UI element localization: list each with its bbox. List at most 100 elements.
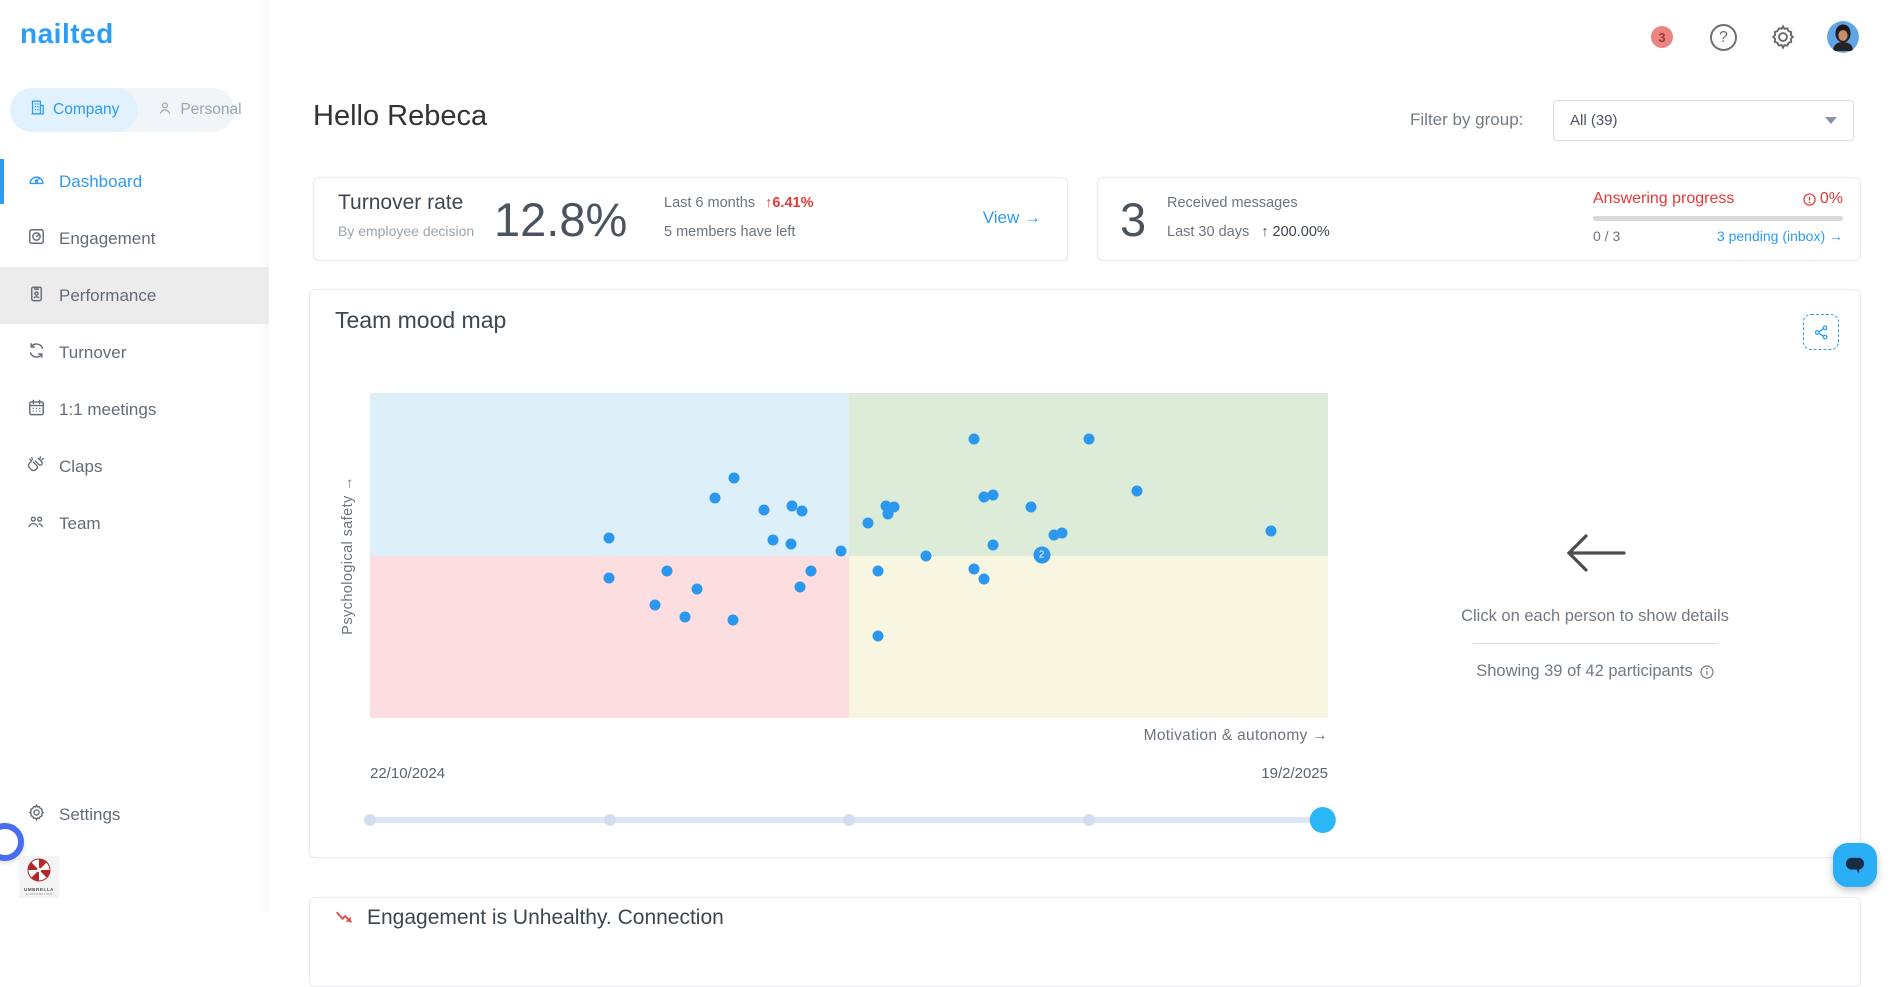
answering-progress-bar (1593, 216, 1843, 221)
timeline-end-date: 19/2/2025 (1261, 765, 1328, 782)
building-icon (29, 99, 46, 121)
scatter-dot[interactable] (978, 573, 990, 585)
view-turnover-link[interactable]: View → (982, 208, 1041, 227)
sidebar-item-turnover[interactable]: Turnover (0, 324, 269, 381)
quadrant-top-left (370, 393, 849, 556)
scatter-dot[interactable] (767, 534, 779, 546)
scatter-dot[interactable] (968, 563, 980, 575)
scatter-dot[interactable] (1083, 433, 1094, 445)
group-filter-select[interactable]: All (39) (1553, 100, 1854, 141)
scatter-dot[interactable] (727, 614, 739, 626)
scatter-dot[interactable] (862, 517, 874, 529)
toggle-company[interactable]: Company (10, 88, 139, 132)
id-badge-icon (27, 284, 46, 308)
help-icon[interactable]: ? (1710, 24, 1737, 51)
mood-scatter-plot[interactable]: 2 (370, 393, 1328, 718)
scatter-dot[interactable] (1056, 527, 1068, 539)
scatter-dot[interactable] (968, 433, 980, 445)
sidebar-item-team[interactable]: Team (0, 495, 269, 552)
quadrant-top-right (849, 393, 1328, 556)
scatter-dot[interactable] (1131, 485, 1143, 497)
scatter-dot[interactable] (709, 492, 721, 504)
umbrella-corp-icon (27, 858, 51, 882)
scatter-dot[interactable] (785, 538, 797, 550)
turnover-rate-card: Turnover rate By employee decision 12.8%… (313, 177, 1068, 261)
received-messages-card: 3 Received messages Last 30 days ↑ 200.0… (1097, 177, 1861, 261)
scatter-dot[interactable] (888, 501, 900, 513)
scatter-dot[interactable] (661, 565, 673, 577)
chat-launcher-button[interactable] (1833, 843, 1877, 887)
timeline-slider-tick[interactable] (1082, 814, 1095, 826)
sidebar-item-label: Turnover (59, 342, 127, 362)
sidebar-item-dashboard[interactable]: Dashboard (0, 153, 269, 210)
org-sub: CORPORATION (25, 892, 53, 896)
notification-badge[interactable]: 3 (1651, 26, 1673, 48)
answering-progress-block: Answering progress 0% 0 / 3 3 pending (i… (1593, 190, 1843, 244)
info-icon (1803, 192, 1816, 206)
timeline-slider-tick[interactable] (843, 814, 855, 826)
toggle-company-label: Company (53, 101, 120, 118)
detail-panel: Click on each person to show details Sho… (1350, 530, 1840, 681)
scatter-dot[interactable] (728, 472, 740, 484)
info-icon[interactable] (1700, 664, 1714, 679)
page-title: Hello Rebeca (313, 100, 488, 132)
sidebar-item-claps[interactable]: Claps (0, 438, 269, 495)
gauge-icon (27, 170, 46, 194)
messages-period: Last 30 days (1167, 224, 1250, 240)
scatter-dot[interactable] (679, 611, 691, 623)
sidebar-item-settings[interactable]: Settings (0, 793, 269, 837)
turnover-delta: ↑6.41% (765, 195, 814, 211)
scatter-cluster-marker[interactable]: 2 (1033, 546, 1051, 564)
gear-icon (27, 803, 46, 827)
nailted-logo[interactable]: nailted (20, 18, 114, 49)
sidebar-item-performance[interactable]: Performance (0, 267, 269, 324)
sidebar-item-label: Team (59, 513, 101, 533)
scatter-dot[interactable] (603, 532, 615, 544)
scatter-dot[interactable] (603, 572, 615, 584)
scatter-dot[interactable] (882, 508, 894, 520)
scatter-dot[interactable] (1265, 525, 1277, 537)
messages-title: Received messages (1167, 195, 1298, 211)
timeline-slider-tick[interactable] (364, 814, 376, 826)
scatter-dot[interactable] (987, 539, 999, 551)
timeline-slider-handle[interactable] (1309, 807, 1336, 833)
chevron-down-icon (1825, 117, 1837, 124)
sidebar-item-label: Claps (59, 456, 103, 476)
turnover-note: 5 members have left (664, 224, 796, 240)
scatter-dot[interactable] (987, 489, 999, 501)
user-avatar[interactable] (1827, 21, 1859, 53)
sidebar-item-label: Performance (59, 285, 157, 305)
settings-label: Settings (59, 805, 121, 824)
scatter-dot[interactable] (835, 545, 847, 557)
scatter-dot[interactable] (978, 491, 990, 503)
scatter-dot[interactable] (872, 565, 884, 577)
person-icon (157, 100, 173, 121)
scatter-dot[interactable] (649, 599, 661, 611)
filter-by-group-label: Filter by group: (1410, 110, 1524, 129)
scatter-dot[interactable] (920, 550, 932, 561)
settings-gear-icon[interactable] (1769, 23, 1797, 56)
scatter-dot[interactable] (1025, 501, 1037, 513)
timeline-slider-tick[interactable] (603, 814, 616, 826)
scatter-dot[interactable] (796, 505, 808, 517)
sidebar: nailted Company Personal (0, 0, 269, 912)
alert-text: Engagement is Unhealthy. Connection (367, 906, 724, 929)
scatter-dot[interactable] (805, 565, 817, 577)
pending-inbox-link[interactable]: 3 pending (inbox) → (1716, 228, 1843, 244)
scatter-dot[interactable] (1048, 529, 1060, 541)
sidebar-item-meetings[interactable]: 1:1 meetings (0, 381, 269, 438)
toggle-personal[interactable]: Personal (138, 88, 260, 132)
mood-map-title: Team mood map (335, 307, 507, 333)
sidebar-item-engagement[interactable]: Engagement (0, 210, 269, 267)
share-button[interactable] (1803, 314, 1839, 350)
timeline-slider[interactable] (364, 807, 1336, 833)
progress-ring[interactable] (0, 823, 24, 861)
scatter-dot[interactable] (786, 500, 798, 512)
scatter-dot[interactable] (758, 504, 770, 516)
scatter-dot[interactable] (880, 500, 892, 512)
scatter-dot[interactable] (691, 583, 703, 595)
scatter-dot[interactable] (872, 630, 884, 642)
scatter-dot[interactable] (794, 581, 806, 593)
chat-bubble-icon (1845, 857, 1865, 874)
turnover-subtitle: By employee decision (338, 223, 475, 239)
